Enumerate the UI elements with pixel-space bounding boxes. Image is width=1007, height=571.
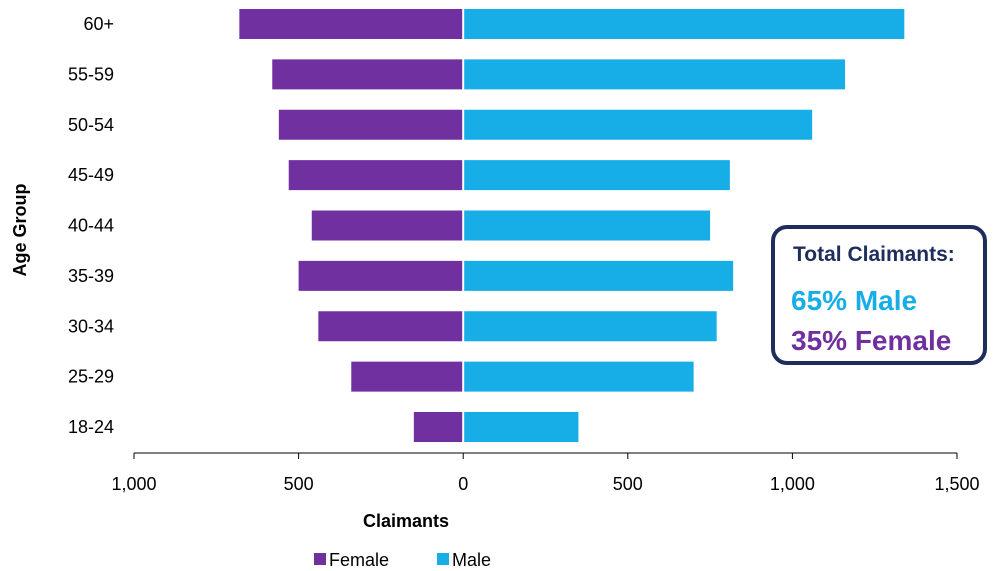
bar-female-18-24 (413, 412, 464, 442)
bar-male-45-49 (463, 160, 730, 191)
y-tick-label: 25-29 (68, 367, 114, 387)
legend-label-male: Male (452, 550, 491, 570)
y-tick-label: 30-34 (68, 316, 114, 336)
y-tick-labels: 18-24 25-29 30-34 35-39 40-44 45-49 50-54 55-59… (68, 14, 114, 437)
callout-title: Total Claimants: (793, 243, 955, 266)
x-tick-label: 500 (613, 474, 643, 494)
legend-swatch-male (437, 553, 449, 565)
bar-male-50-54 (463, 109, 813, 140)
legend-swatch-female (314, 553, 326, 565)
x-tick-label: 1,000 (770, 474, 815, 494)
x-tick-label: 500 (284, 474, 314, 494)
y-tick-label: 35-39 (68, 266, 114, 286)
x-tick-label: 0 (458, 474, 468, 494)
bar-female-55-59 (272, 59, 464, 90)
x-tick-label: 1,000 (111, 474, 156, 494)
y-tick-label: 60+ (83, 14, 114, 34)
y-tick-label: 55-59 (68, 64, 114, 84)
y-tick-label: 50-54 (68, 115, 114, 135)
bar-male-25-29 (463, 361, 694, 392)
callout-male-percent: 65% Male (791, 285, 918, 316)
y-tick-label: 40-44 (68, 216, 114, 236)
bar-male-40-44 (463, 210, 711, 241)
total-claimants-callout: Total Claimants: 65% Male 35% Female (771, 225, 987, 365)
callout-female-percent: 35% Female (791, 325, 952, 356)
bar-female-25-29 (351, 361, 464, 392)
bar-female-60+ (239, 9, 464, 39)
x-axis-title: Claimants (363, 511, 449, 531)
bar-female-30-34 (318, 311, 464, 342)
legend: Female Male (314, 550, 491, 570)
bars-layer (239, 3, 905, 453)
bar-male-30-34 (463, 311, 717, 342)
bar-male-18-24 (463, 412, 579, 442)
y-tick-label: 45-49 (68, 165, 114, 185)
bar-female-40-44 (311, 210, 464, 241)
y-axis-title: Age Group (10, 183, 30, 276)
y-tick-label: 18-24 (68, 417, 114, 437)
x-tick-label: 1,500 (934, 474, 979, 494)
bar-male-55-59 (463, 59, 846, 90)
bar-female-50-54 (278, 109, 464, 140)
bar-female-35-39 (298, 260, 464, 291)
x-axis: 1,000 500 0 500 1,000 1,500 (111, 452, 980, 494)
bar-female-45-49 (288, 160, 464, 191)
bar-male-35-39 (463, 260, 734, 291)
legend-label-female: Female (329, 550, 389, 570)
bar-male-60+ (463, 9, 905, 39)
